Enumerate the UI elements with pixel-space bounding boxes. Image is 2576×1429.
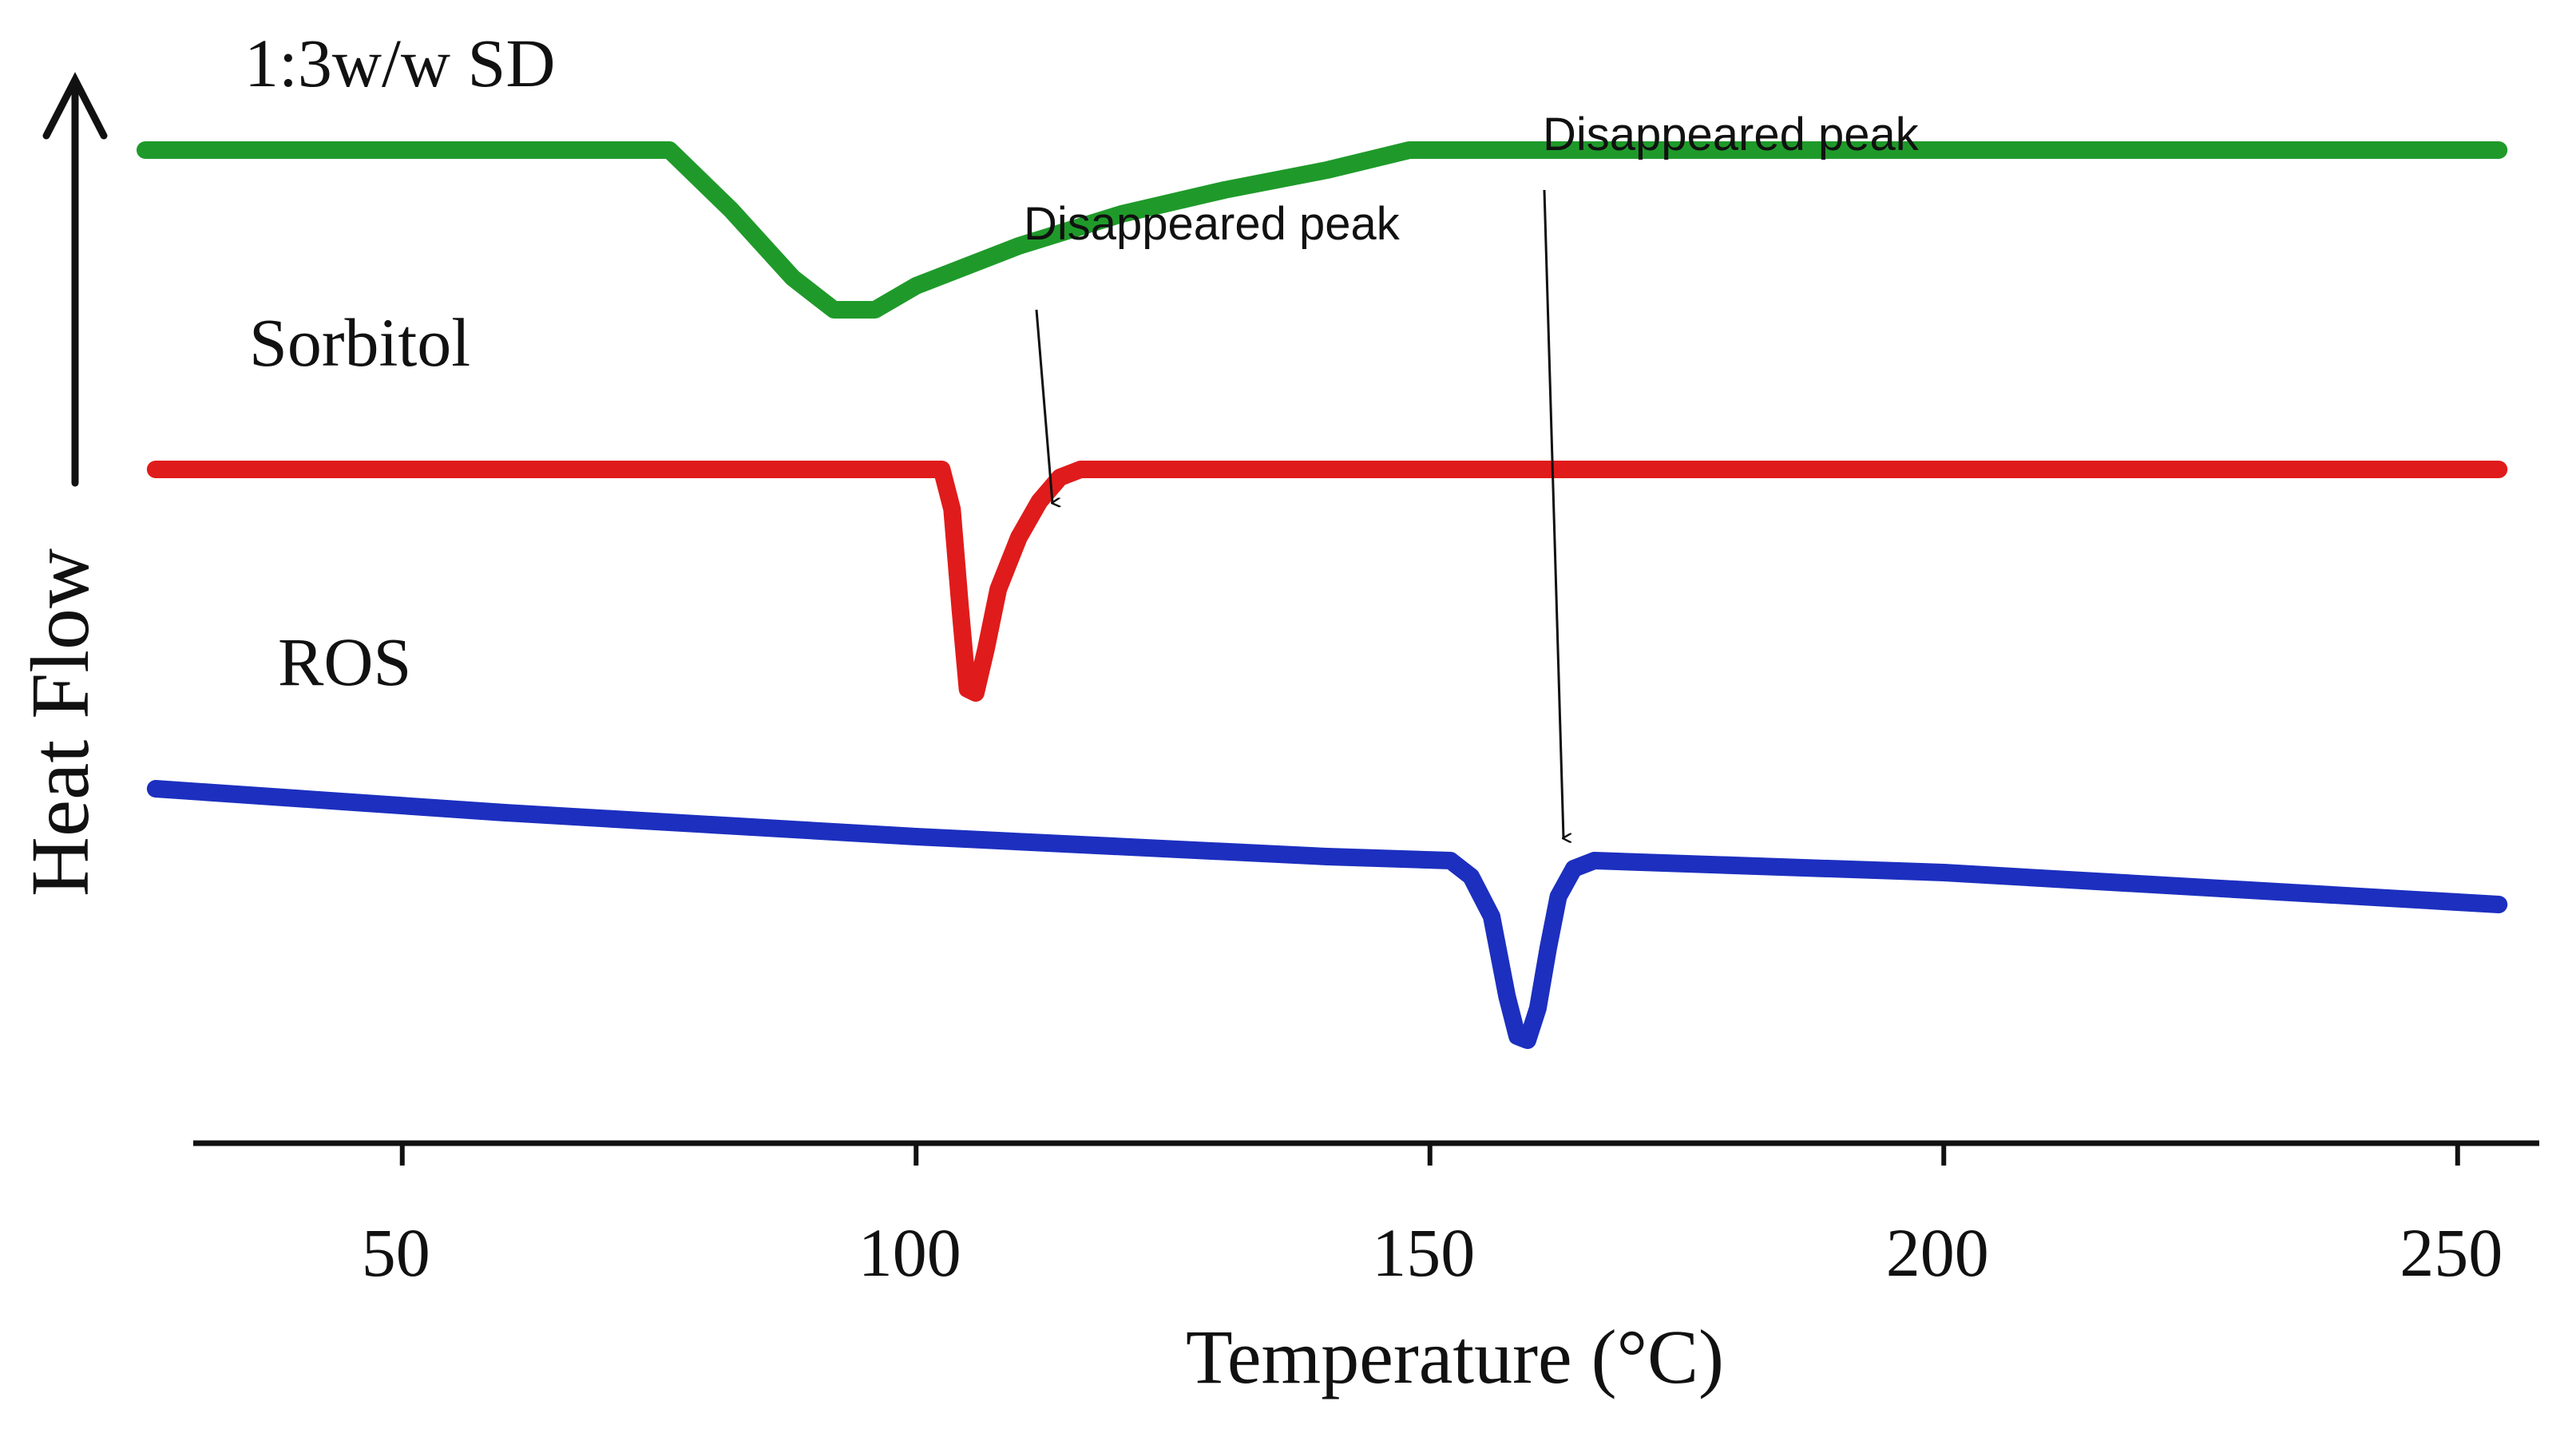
series-line-sd — [137, 141, 2508, 319]
x-axis-ticks: 50 100 150 200 250 — [362, 1143, 2503, 1291]
series-line-sorbitol — [146, 461, 2508, 702]
y-axis-label: Heat Flow — [14, 548, 106, 897]
annotation-sorbitol-label: Disappeared peak — [1024, 198, 1401, 250]
series-line-ros — [146, 780, 2508, 1049]
x-tick-label-200: 200 — [1886, 1214, 1989, 1291]
x-axis-label: Temperature (°C) — [1186, 1314, 1724, 1399]
annotation-arrow-sorbitol — [1035, 309, 1052, 503]
x-tick-label-150: 150 — [1372, 1214, 1475, 1291]
x-tick-label-100: 100 — [858, 1214, 961, 1291]
x-tick-label-50: 50 — [362, 1214, 430, 1291]
x-tick-label-250: 250 — [2400, 1214, 2503, 1291]
annotation-arrow-ros — [1543, 189, 1563, 838]
series-traces — [137, 141, 2508, 1049]
series-label-sorbitol: Sorbitol — [249, 304, 470, 381]
series-label-sd: 1:3w/w SD — [244, 25, 555, 101]
y-axis-arrowhead — [42, 72, 108, 140]
series-label-ros: ROS — [278, 623, 411, 700]
annotation-ros-label: Disappeared peak — [1543, 109, 1920, 160]
annotation-arrows — [1035, 189, 1563, 838]
